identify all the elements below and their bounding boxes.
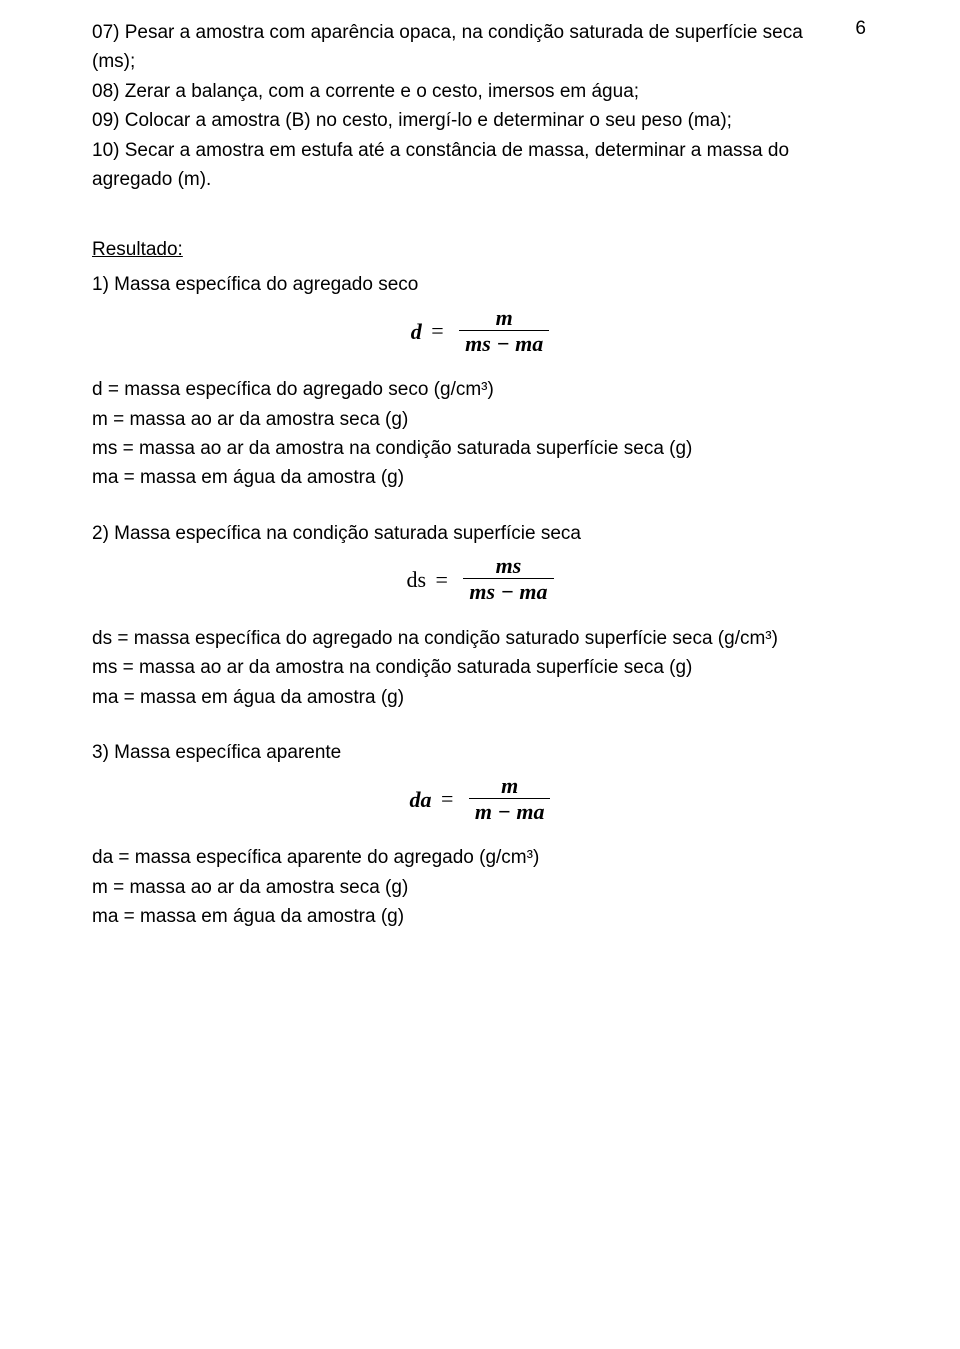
document-page: 6 07) Pesar a amostra com aparência opac…	[0, 0, 960, 1349]
formula-3-numerator: m	[469, 774, 551, 799]
formula-3: da = m m − ma	[92, 774, 868, 826]
def-ma: ma = massa em água da amostra (g)	[92, 902, 868, 931]
formula-2-numerator: ms	[463, 554, 553, 579]
resultado-heading: Resultado:	[92, 235, 183, 264]
section-1-definitions: d = massa específica do agregado seco (g…	[92, 375, 868, 493]
section-3-definitions: da = massa específica aparente do agrega…	[92, 843, 868, 931]
def-m: m = massa ao ar da amostra seca (g)	[92, 405, 868, 434]
def-d: d = massa específica do agregado seco (g…	[92, 375, 868, 404]
formula-3-lhs: da	[410, 786, 432, 811]
formula-2-denominator: ms − ma	[463, 579, 553, 605]
section-3-title: 3) Massa específica aparente	[92, 738, 868, 767]
formula-3-denominator: m − ma	[469, 799, 551, 825]
def-ms: ms = massa ao ar da amostra na condição …	[92, 434, 868, 463]
equals-sign: =	[441, 786, 453, 811]
section-2-definitions: ds = massa específica do agregado na con…	[92, 624, 868, 712]
step-10-line1: 10) Secar a amostra em estufa até a cons…	[92, 136, 868, 165]
def-m: m = massa ao ar da amostra seca (g)	[92, 873, 868, 902]
step-08: 08) Zerar a balança, com a corrente e o …	[92, 77, 868, 106]
step-07-line2: (ms);	[92, 47, 868, 76]
def-da: da = massa específica aparente do agrega…	[92, 843, 868, 872]
step-10-line2: agregado (m).	[92, 165, 868, 194]
formula-1-fraction: m ms − ma	[459, 306, 549, 358]
def-ms: ms = massa ao ar da amostra na condição …	[92, 653, 868, 682]
formula-1-lhs: d	[411, 318, 422, 343]
procedure-steps: 07) Pesar a amostra com aparência opaca,…	[92, 18, 868, 195]
def-ma: ma = massa em água da amostra (g)	[92, 683, 868, 712]
formula-2-fraction: ms ms − ma	[463, 554, 553, 606]
section-2-title: 2) Massa específica na condição saturada…	[92, 519, 868, 548]
formula-1-numerator: m	[459, 306, 549, 331]
section-1-title: 1) Massa específica do agregado seco	[92, 270, 868, 299]
def-ma: ma = massa em água da amostra (g)	[92, 463, 868, 492]
formula-2-lhs: ds	[406, 567, 426, 592]
formula-1: d = m ms − ma	[92, 306, 868, 358]
equals-sign: =	[436, 567, 448, 592]
equals-sign: =	[431, 318, 443, 343]
step-07-line1: 07) Pesar a amostra com aparência opaca,…	[92, 18, 868, 47]
def-ds: ds = massa específica do agregado na con…	[92, 624, 868, 653]
page-number: 6	[855, 14, 866, 43]
formula-2: ds = ms ms − ma	[92, 554, 868, 606]
formula-1-denominator: ms − ma	[459, 331, 549, 357]
step-09: 09) Colocar a amostra (B) no cesto, imer…	[92, 106, 868, 135]
formula-3-fraction: m m − ma	[469, 774, 551, 826]
